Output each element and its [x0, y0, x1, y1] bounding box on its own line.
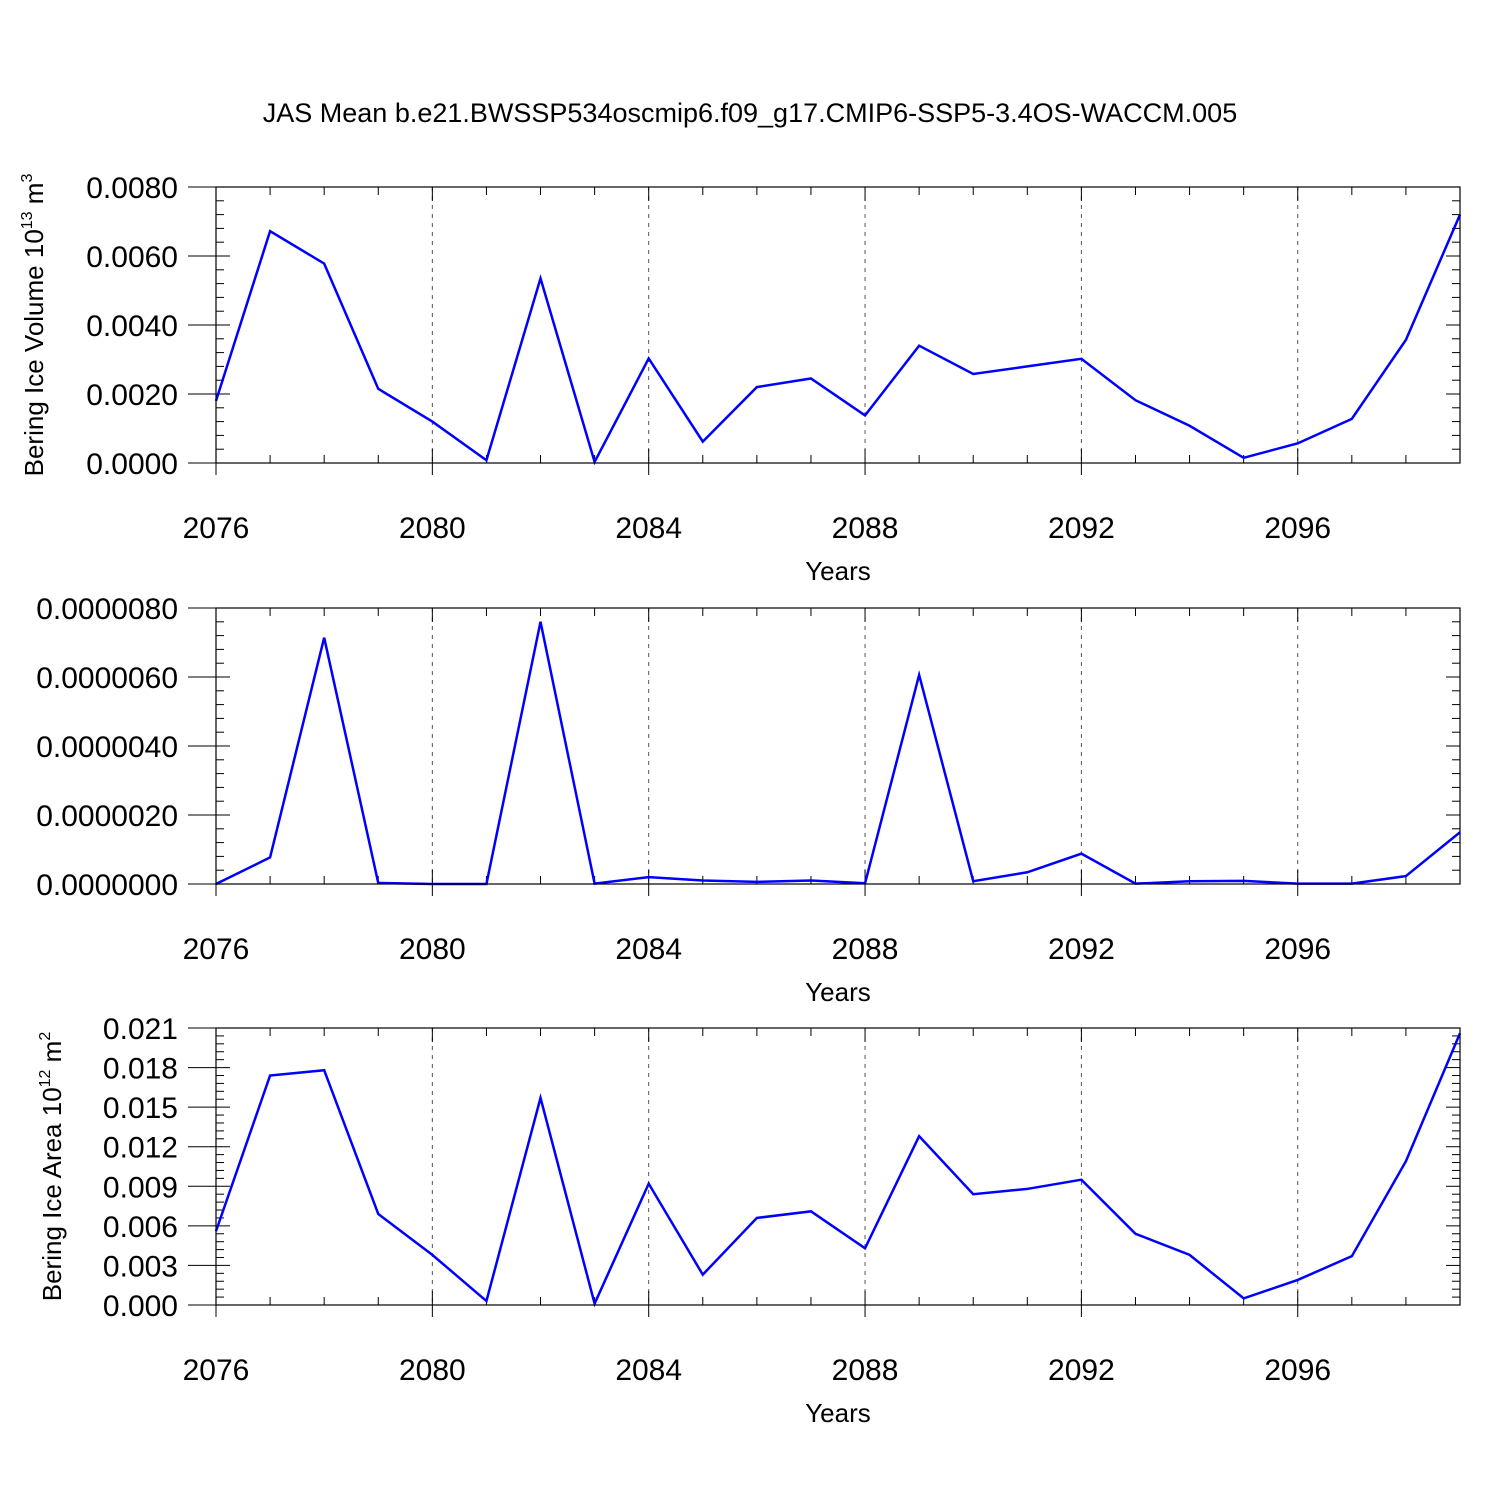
- series-line: [214, 1032, 1462, 1308]
- y-tick-label: 0.021: [103, 1013, 178, 1046]
- y-tick-label: 0.015: [103, 1092, 178, 1125]
- figure-title: JAS Mean b.e21.BWSSP534oscmip6.f09_g17.C…: [263, 98, 1237, 128]
- y-tick-label: 0.0080: [86, 172, 178, 205]
- x-tick-label: 2084: [615, 1354, 682, 1387]
- x-tick-label: 2092: [1048, 512, 1115, 545]
- x-tick-label: 2076: [183, 933, 250, 966]
- y-tick-label: 0.0060: [86, 241, 178, 274]
- plot-frame: [215, 607, 1461, 885]
- y-axis-title: Bering Ice Area 1012 m2: [37, 1032, 67, 1302]
- x-tick-label: 2080: [399, 1354, 466, 1387]
- x-tick-label: 2088: [832, 1354, 899, 1387]
- y-tick-label: 0.003: [103, 1250, 178, 1283]
- y-tick-label: 0.006: [103, 1211, 178, 1244]
- y-tick-label: 0.0000: [86, 448, 178, 481]
- y-tick-label: 0.0000080: [36, 593, 178, 626]
- y-tick-label: 0.018: [103, 1053, 178, 1086]
- y-tick-label: 0.009: [103, 1171, 178, 1204]
- chart-panel-3: 0.000 0.003 0.006 0.009 0.012 0.015 0.018 0.021…: [37, 1013, 1462, 1428]
- x-tick-label: 2076: [183, 1354, 250, 1387]
- x-tick-label: 2088: [832, 933, 899, 966]
- x-tick-label: 2088: [832, 512, 899, 545]
- series-line: [214, 214, 1462, 466]
- y-tick-label: 0.0000000: [36, 869, 178, 902]
- y-axis-title: Bering Ice Volume 1013 m3: [19, 174, 49, 477]
- y-tick-label: 0.012: [103, 1132, 178, 1165]
- x-tick-label: 2080: [399, 933, 466, 966]
- x-axis-title: Years: [805, 556, 871, 586]
- x-tick-label: 2084: [615, 933, 682, 966]
- x-axis-title: Years: [805, 977, 871, 1007]
- x-tick-label: 2092: [1048, 933, 1115, 966]
- series-line: [215, 621, 1461, 886]
- x-tick-label: 2092: [1048, 1354, 1115, 1387]
- x-tick-label: 2084: [615, 512, 682, 545]
- chart-panel-1: 0.0000 0.0020 0.0040 0.0060 0.0080 2076 2080 20…: [19, 172, 1462, 586]
- x-tick-label: 2076: [183, 512, 250, 545]
- y-tick-label: 0.0040: [86, 310, 178, 343]
- x-tick-label: 2096: [1264, 933, 1331, 966]
- chart-panel-2: 0.0000000 0.0000020 0.0000040 0.0000060 0.00…: [36, 593, 1461, 1007]
- y-tick-label: 0.0000040: [36, 731, 178, 764]
- y-tick-label: 0.0000020: [36, 800, 178, 833]
- x-tick-label: 2080: [399, 512, 466, 545]
- x-tick-label: 2096: [1264, 1354, 1331, 1387]
- x-axis-title: Years: [805, 1398, 871, 1428]
- plot-frame: [215, 1027, 1461, 1306]
- y-tick-label: 0.000: [103, 1290, 178, 1323]
- y-tick-label: 0.0020: [86, 379, 178, 412]
- y-tick-label: 0.0000060: [36, 662, 178, 695]
- x-tick-label: 2096: [1264, 512, 1331, 545]
- plot-frame: [215, 186, 1461, 464]
